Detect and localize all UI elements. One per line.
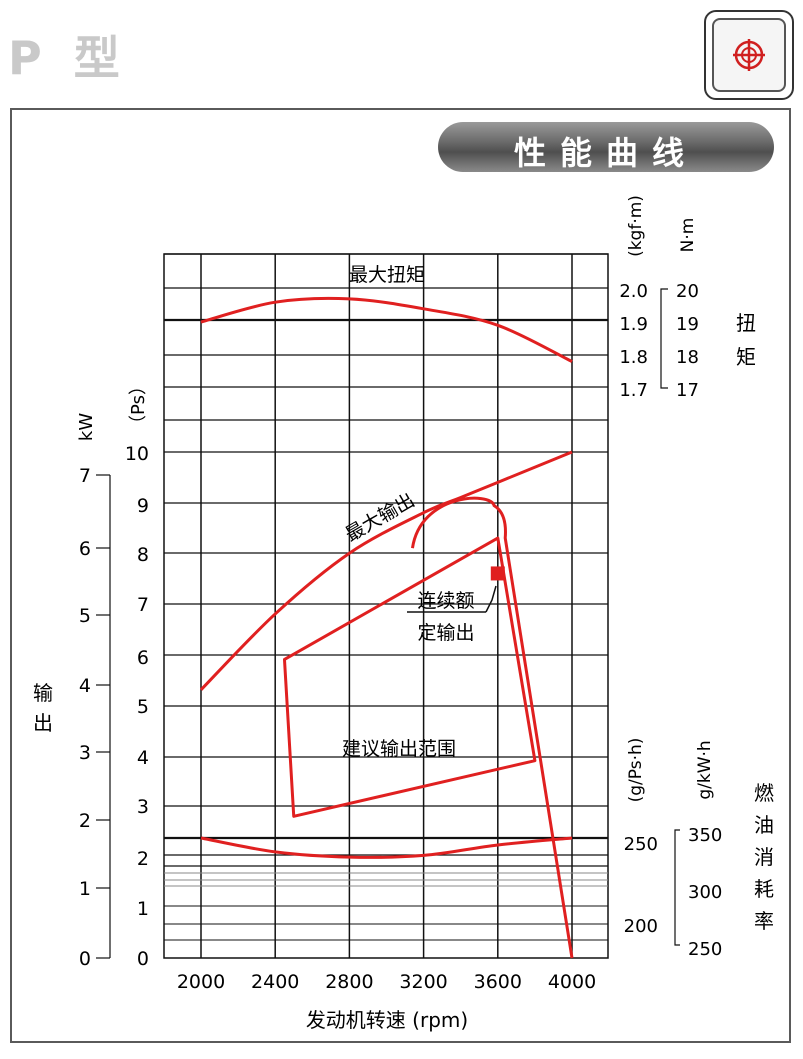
crosshair-logo-icon [712, 18, 786, 92]
x-axis-title: 发动机转速 (rpm) [306, 1008, 468, 1032]
x-tick-label: 3200 [399, 971, 447, 993]
chart-curves [199, 296, 574, 959]
kw-unit-label: kW [76, 413, 97, 441]
kw-tick-label: 4 [79, 675, 91, 697]
fuel-gps-tick-label: 200 [624, 916, 658, 937]
ps-tick-label: 2 [137, 848, 149, 870]
torque-kgfm-tick-label: 2.0 [619, 281, 648, 302]
torque-title-2: 矩 [736, 345, 756, 369]
kw-tick-label: 1 [79, 878, 91, 900]
kw-tick-label: 2 [79, 810, 91, 832]
fuel-title-char: 耗 [754, 877, 774, 901]
torque-nm-unit: N·m [678, 218, 698, 253]
rated-output-marker [490, 566, 505, 581]
fuel-title-char: 消 [754, 845, 774, 869]
output-title-1: 输 [33, 681, 53, 705]
ps-tick-label: 7 [137, 594, 149, 616]
max-output-curve [199, 450, 573, 691]
ps-tick-label: 4 [137, 747, 149, 769]
continuous-label-2: 定输出 [417, 622, 474, 644]
ps-tick-label: 5 [137, 696, 149, 718]
ps-tick-label: 10 [125, 443, 149, 465]
kw-tick-label: 3 [79, 742, 91, 764]
recommended-range-polygon [282, 536, 537, 818]
ps-tick-label: 3 [137, 796, 149, 818]
chart-ticks: 2000 2400 2800 3200 3600 40007654321010987654… [79, 281, 722, 993]
torque-kgfm-unit: (kgf·m) [626, 195, 646, 257]
fuel-title-char: 燃 [754, 781, 774, 805]
banner-label: 性能曲线 [513, 134, 698, 172]
fuel-gkw-tick-label: 250 [688, 939, 722, 960]
continuous-leader-line [485, 585, 497, 613]
page-title: P 型 [8, 31, 128, 85]
performance-curve-banner: 性能曲线 [438, 122, 774, 172]
chart-frame [10, 108, 791, 1043]
chart-grid [163, 253, 609, 959]
torque-nm-tick-label: 20 [676, 281, 699, 302]
continuous-label-1: 连续额 [417, 590, 474, 612]
kw-tick-label: 7 [79, 465, 91, 487]
fuel-title-char: 率 [754, 909, 774, 933]
fuel-gps-unit: (g/Ps·h) [626, 738, 646, 803]
torque-bracket [660, 288, 668, 389]
output-title-2: 出 [33, 711, 53, 735]
fuel-gkw-unit: g/kW·h [695, 740, 715, 799]
governor-line [410, 496, 574, 959]
max-torque-label: 最大扭矩 [349, 264, 425, 286]
x-tick-label: 3600 [474, 971, 522, 993]
fuel-bracket [674, 829, 680, 946]
torque-kgfm-tick-label: 1.9 [619, 314, 648, 335]
ps-tick-label: 0 [137, 948, 149, 970]
fuel-gkw-tick-label: 350 [688, 825, 722, 846]
torque-nm-tick-label: 17 [676, 380, 699, 401]
x-tick-label: 2000 [177, 971, 225, 993]
ps-tick-label: 6 [137, 647, 149, 669]
x-tick-label: 4000 [548, 971, 596, 993]
ps-tick-label: 1 [137, 898, 149, 920]
fuel-consumption-curve [200, 836, 573, 859]
kw-tick-label: 6 [79, 538, 91, 560]
fuel-gps-tick-label: 250 [624, 834, 658, 855]
plot-border [163, 253, 609, 959]
kw-tick-label: 5 [79, 605, 91, 627]
fuel-title-char: 油 [754, 813, 774, 837]
max-output-label: 最大输出 [342, 489, 419, 546]
recommended-range-label: 建议输出范围 [342, 738, 456, 760]
ps-unit-label: （Ps） [128, 377, 149, 433]
x-tick-label: 2400 [251, 971, 299, 993]
max-torque-curve [200, 296, 573, 363]
torque-nm-tick-label: 18 [676, 347, 699, 368]
fuel-gkw-tick-label: 300 [688, 882, 722, 903]
x-tick-label: 2800 [325, 971, 373, 993]
ps-tick-label: 9 [137, 495, 149, 517]
brand-logo-badge[interactable] [704, 10, 794, 100]
torque-title-1: 扭 [736, 311, 756, 335]
torque-kgfm-tick-label: 1.8 [619, 347, 648, 368]
torque-nm-tick-label: 19 [676, 314, 699, 335]
torque-kgfm-tick-label: 1.7 [619, 380, 648, 401]
kw-tick-label: 0 [79, 948, 91, 970]
ps-tick-label: 8 [137, 544, 149, 566]
